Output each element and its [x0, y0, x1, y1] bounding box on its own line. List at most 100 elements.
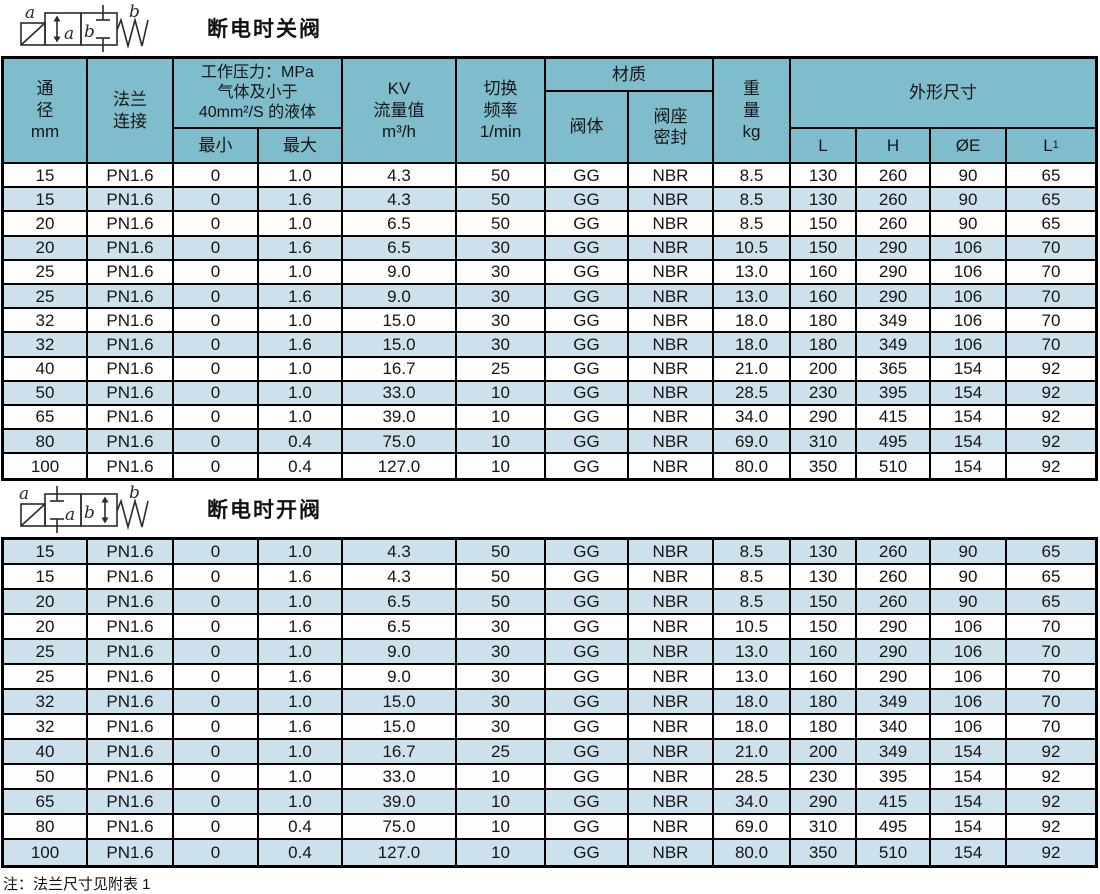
table-cell: NBR — [629, 236, 714, 261]
port-b-label: b — [129, 3, 140, 22]
table-cell: 0 — [174, 665, 259, 691]
table-cell: 0.4 — [259, 815, 343, 841]
table-cell: 130 — [791, 565, 857, 591]
table-cell: 106 — [931, 260, 1007, 285]
open-valve-table: 15 PN1.6 0 1.0 4.3 50 GG NBR 8.5 130 260 90 65 15 PN1.… — [1, 537, 1098, 869]
table-cell: 8.5 — [714, 540, 791, 566]
table-cell: 0 — [174, 565, 259, 591]
table-cell: PN1.6 — [88, 690, 174, 716]
table-cell: 8.5 — [714, 590, 791, 616]
table-cell: 9.0 — [343, 260, 457, 285]
table-cell: PN1.6 — [88, 164, 174, 189]
table-cell: GG — [546, 715, 629, 741]
table-cell: 25 — [457, 357, 546, 382]
table-cell: 30 — [457, 236, 546, 261]
table-cell: 10 — [457, 840, 546, 866]
table-cell: PN1.6 — [88, 665, 174, 691]
table-cell: 50 — [457, 188, 546, 213]
table-cell: 0 — [174, 260, 259, 285]
col-header-material: 材质 — [546, 59, 714, 92]
table-cell: 154 — [931, 381, 1007, 406]
col-header-max: 最大 — [259, 129, 343, 164]
table-cell: 106 — [931, 284, 1007, 310]
table-cell: 340 — [857, 715, 931, 741]
table-cell: NBR — [629, 640, 714, 666]
table-row: 15 PN1.6 0 1.6 4.3 50 GG NBR 8.5 130 260 90 65 — [4, 565, 1095, 591]
table-cell: 154 — [931, 815, 1007, 841]
table-cell: 30 — [457, 640, 546, 666]
table-cell: 100 — [4, 454, 88, 479]
table-cell: 1.6 — [259, 188, 343, 213]
table-cell: 8.5 — [714, 212, 791, 237]
table-cell: 10.5 — [714, 615, 791, 641]
table-cell: PN1.6 — [88, 590, 174, 616]
table-cell: 1.6 — [259, 565, 343, 591]
table-cell: 25 — [4, 665, 88, 691]
table-row: 80 PN1.6 0 0.4 75.0 10 GG NBR 69.0 310 495 154 92 — [4, 430, 1095, 455]
table-cell: 70 — [1007, 309, 1095, 334]
table-cell: 8.5 — [714, 164, 791, 189]
table-cell: GG — [546, 665, 629, 691]
table-cell: GG — [546, 765, 629, 791]
table-cell: GG — [546, 284, 629, 310]
table-cell: 28.5 — [714, 381, 791, 406]
table-cell: 510 — [857, 840, 931, 866]
table-cell: 290 — [857, 615, 931, 641]
closed-valve-table: 通 径 mm 法兰 连接 工作压力：MPa 气体及小于 40mm²/S 的液体 … — [1, 56, 1098, 482]
table-row: 100 PN1.6 0 0.4 127.0 10 GG NBR 80.0 350 510 154 92 — [4, 840, 1095, 866]
table-cell: 65 — [1007, 212, 1095, 237]
table-cell: PN1.6 — [88, 840, 174, 866]
table-cell: 349 — [857, 333, 931, 358]
table-cell: 106 — [931, 690, 1007, 716]
table-cell: 18.0 — [714, 715, 791, 741]
table-cell: GG — [546, 333, 629, 358]
table-cell: 16.7 — [343, 740, 457, 766]
table-cell: PN1.6 — [88, 790, 174, 816]
table-row: 20 PN1.6 0 1.0 6.5 50 GG NBR 8.5 150 260 90 65 — [4, 212, 1095, 237]
table-cell: 154 — [931, 357, 1007, 382]
table-cell: 9.0 — [343, 284, 457, 310]
table-cell: 154 — [931, 454, 1007, 479]
table-cell: 0 — [174, 690, 259, 716]
table-cell: NBR — [629, 309, 714, 334]
table-cell: 260 — [857, 540, 931, 566]
table-cell: 290 — [857, 260, 931, 285]
table-cell: 0 — [174, 357, 259, 382]
table-cell: GG — [546, 430, 629, 455]
table-cell: 0 — [174, 454, 259, 479]
table-cell: NBR — [629, 430, 714, 455]
table-cell: 150 — [791, 590, 857, 616]
table-cell: NBR — [629, 740, 714, 766]
table-cell: 0 — [174, 164, 259, 189]
table-cell: 80 — [4, 430, 88, 455]
table-cell: 65 — [1007, 540, 1095, 566]
col-header-seat-seal: 阀座 密封 — [629, 92, 714, 164]
table-cell: 415 — [857, 405, 931, 431]
table-cell: 1.6 — [259, 236, 343, 261]
table-cell: 6.5 — [343, 590, 457, 616]
table-cell: 4.3 — [343, 188, 457, 213]
table-cell: 92 — [1007, 840, 1095, 866]
table-cell: PN1.6 — [88, 740, 174, 766]
col-header-frequency: 切换 频率 1/min — [457, 59, 546, 164]
table-cell: 154 — [931, 840, 1007, 866]
table-cell: 106 — [931, 715, 1007, 741]
table-cell: 28.5 — [714, 765, 791, 791]
state-a-label: a — [64, 24, 74, 44]
table-cell: NBR — [629, 333, 714, 358]
table-cell: GG — [546, 188, 629, 213]
table-cell: PN1.6 — [88, 430, 174, 455]
col-header-pressure: 工作压力：MPa 气体及小于 40mm²/S 的液体 — [174, 59, 343, 129]
table-cell: PN1.6 — [88, 640, 174, 666]
table-cell: 65 — [1007, 565, 1095, 591]
table-cell: 32 — [4, 333, 88, 358]
table-cell: NBR — [629, 565, 714, 591]
table-cell: 0 — [174, 405, 259, 431]
table-cell: 70 — [1007, 615, 1095, 641]
table-cell: 349 — [857, 309, 931, 334]
table-cell: NBR — [629, 690, 714, 716]
table-cell: 0 — [174, 309, 259, 334]
table-row: 50 PN1.6 0 1.0 33.0 10 GG NBR 28.5 230 395 154 92 — [4, 381, 1095, 406]
table-cell: 310 — [791, 815, 857, 841]
table-cell: GG — [546, 357, 629, 382]
